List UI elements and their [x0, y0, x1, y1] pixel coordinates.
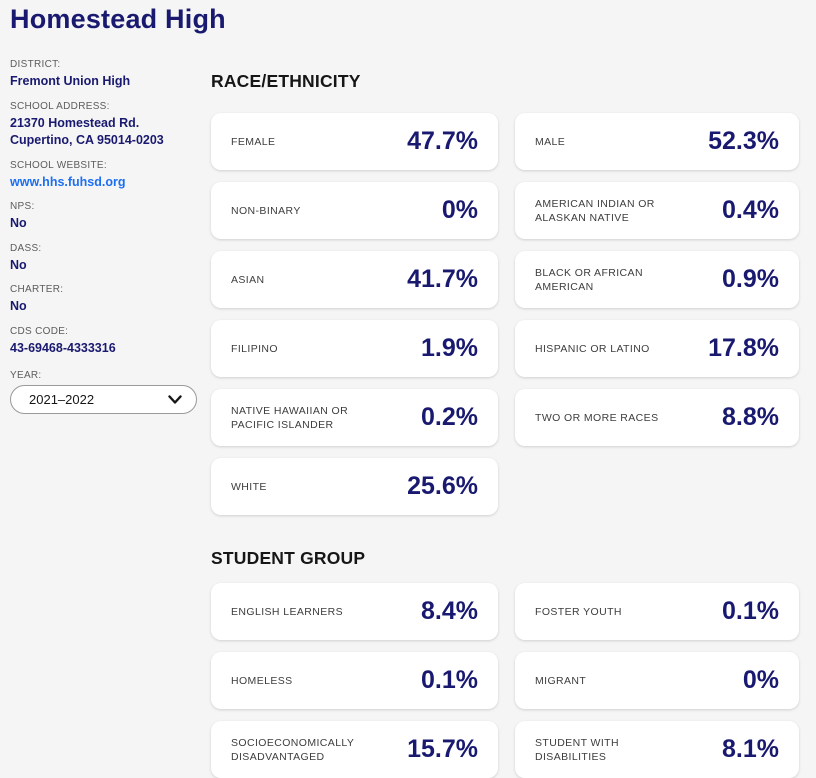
- sidebar-field-values: No: [10, 215, 202, 233]
- stat-value: 17.8%: [708, 334, 779, 362]
- stat-card: SOCIOECONOMICALLY DISADVANTAGED 15.7%: [211, 721, 498, 778]
- stat-value: 8.1%: [722, 735, 779, 763]
- year-select-wrap: 2021–2022: [10, 385, 197, 414]
- sidebar-field: SCHOOL ADDRESS: 21370 Homestead Rd. Cuper…: [10, 100, 202, 150]
- stat-card: BLACK OR AFRICAN AMERICAN 0.9%: [515, 251, 799, 308]
- stat-label: ASIAN: [231, 273, 265, 286]
- stat-label: MALE: [535, 135, 566, 148]
- stat-value: 0.9%: [722, 265, 779, 293]
- stat-card: HOMELESS 0.1%: [211, 652, 498, 709]
- stat-card: ENGLISH LEARNERS 8.4%: [211, 583, 498, 640]
- stat-value: 0.1%: [722, 597, 779, 625]
- stat-label: NATIVE HAWAIIAN OR PACIFIC ISLANDER: [231, 404, 349, 431]
- stat-card: WHITE 25.6%: [211, 458, 498, 515]
- card-grid: ENGLISH LEARNERS 8.4% FOSTER YOUTH 0.1% …: [211, 583, 799, 778]
- section-title: RACE/ETHNICITY: [211, 71, 361, 91]
- sidebar-field-values: No: [10, 298, 202, 316]
- stat-value: 47.7%: [407, 127, 478, 155]
- sidebar-field: DISTRICT: Fremont Union High: [10, 58, 202, 91]
- card-grid: FEMALE 47.7% MALE 52.3% NON-BINARY 0% AM…: [211, 113, 799, 515]
- stat-card: MALE 52.3%: [515, 113, 799, 170]
- sidebar-field-label: DISTRICT:: [10, 59, 61, 70]
- stat-card: AMERICAN INDIAN OR ALASKAN NATIVE 0.4%: [515, 182, 799, 239]
- stat-label: BLACK OR AFRICAN AMERICAN: [535, 266, 643, 293]
- stats-section: RACE/ETHNICITY FEMALE 47.7% MALE 52.3% N…: [211, 68, 799, 515]
- sidebar-field: CHARTER: No: [10, 283, 202, 316]
- stat-value: 25.6%: [407, 472, 478, 500]
- sidebar-field-label: DASS:: [10, 242, 42, 254]
- stat-card: ASIAN 41.7%: [211, 251, 498, 308]
- stat-value: 0.4%: [722, 196, 779, 224]
- sidebar-field: DASS: No: [10, 242, 202, 275]
- stat-label: WHITE: [231, 480, 267, 493]
- sidebar-field-values: 21370 Homestead Rd. Cupertino, CA 95014-0…: [10, 115, 202, 150]
- stat-value: 8.8%: [722, 403, 779, 431]
- section-title: STUDENT GROUP: [211, 548, 366, 568]
- year-select[interactable]: 2021–2022: [10, 385, 197, 414]
- year-label: YEAR:: [10, 370, 42, 381]
- sidebar-field-label: NPS:: [10, 201, 35, 212]
- stat-value: 52.3%: [708, 127, 779, 155]
- stat-label: AMERICAN INDIAN OR ALASKAN NATIVE: [535, 197, 655, 224]
- sidebar-field: NPS: No: [10, 200, 202, 233]
- sidebar-field: CDS CODE: 43-69468-4333316: [10, 325, 202, 358]
- stat-label: FEMALE: [231, 135, 276, 148]
- stat-label: FOSTER YOUTH: [535, 605, 622, 618]
- year-field: YEAR: 2021–2022: [10, 369, 202, 414]
- stat-card: NATIVE HAWAIIAN OR PACIFIC ISLANDER 0.2%: [211, 389, 498, 446]
- stat-label: FILIPINO: [231, 342, 278, 355]
- sidebar-field-value: No: [10, 299, 27, 313]
- sidebar-field-values: Fremont Union High: [10, 73, 202, 91]
- stat-label: SOCIOECONOMICALLY DISADVANTAGED: [231, 736, 355, 763]
- sidebar-field-value: No: [10, 257, 27, 272]
- stat-card: FOSTER YOUTH 0.1%: [515, 583, 799, 640]
- sidebar-field-values: No: [10, 257, 202, 275]
- stat-card: FILIPINO 1.9%: [211, 320, 498, 377]
- sidebar-field-values: 43-69468-4333316: [10, 340, 202, 358]
- stat-value: 8.4%: [421, 597, 478, 625]
- stat-label: HOMELESS: [231, 674, 293, 687]
- sidebar-fields: DISTRICT: Fremont Union High SCHOOL ADDR…: [10, 58, 202, 357]
- stat-card: MIGRANT 0%: [515, 652, 799, 709]
- stat-label: STUDENT WITH DISABILITIES: [535, 736, 619, 763]
- stat-value: 0.2%: [421, 403, 478, 431]
- sidebar: DISTRICT: Fremont Union High SCHOOL ADDR…: [10, 58, 202, 423]
- stat-card: NON-BINARY 0%: [211, 182, 498, 239]
- stat-card: FEMALE 47.7%: [211, 113, 498, 170]
- stat-value: 0%: [742, 666, 779, 694]
- stat-label: TWO OR MORE RACES: [535, 411, 659, 424]
- sidebar-field-value: 43-69468-4333316: [10, 340, 116, 355]
- sidebar-field-label: SCHOOL ADDRESS:: [10, 100, 110, 112]
- sidebar-field-value: No: [10, 216, 27, 230]
- school-website-link[interactable]: www.hhs.fuhsd.org: [10, 174, 126, 189]
- stat-card: STUDENT WITH DISABILITIES 8.1%: [515, 721, 799, 778]
- sidebar-field-label: CDS CODE:: [10, 325, 69, 337]
- stat-label: ENGLISH LEARNERS: [231, 605, 344, 618]
- stat-value: 15.7%: [407, 735, 478, 763]
- stat-value: 0.1%: [421, 666, 478, 694]
- stat-value: 0%: [441, 196, 478, 224]
- sidebar-field-label: SCHOOL WEBSITE:: [10, 159, 107, 171]
- sidebar-field-value: 21370 Homestead Rd.: [10, 115, 140, 130]
- stat-label: HISPANIC OR LATINO: [535, 342, 650, 355]
- stat-label: MIGRANT: [535, 674, 587, 687]
- main-content: RACE/ETHNICITY FEMALE 47.7% MALE 52.3% N…: [211, 68, 799, 778]
- stat-label: NON-BINARY: [231, 204, 301, 217]
- stat-card: TWO OR MORE RACES 8.8%: [515, 389, 799, 446]
- stat-value: 41.7%: [407, 265, 478, 293]
- stat-card: HISPANIC OR LATINO 17.8%: [515, 320, 799, 377]
- sidebar-field-values: www.hhs.fuhsd.org: [10, 174, 202, 192]
- sidebar-field-label: CHARTER:: [10, 284, 64, 295]
- sidebar-field: SCHOOL WEBSITE: www.hhs.fuhsd.org: [10, 159, 202, 192]
- sidebar-field-value: Fremont Union High: [10, 74, 131, 88]
- sidebar-field-value: Cupertino, CA 95014-0203: [10, 133, 164, 147]
- stat-value: 1.9%: [421, 334, 478, 362]
- stats-section: STUDENT GROUP ENGLISH LEARNERS 8.4% FOST…: [211, 545, 799, 778]
- page-title: Homestead High: [10, 4, 226, 34]
